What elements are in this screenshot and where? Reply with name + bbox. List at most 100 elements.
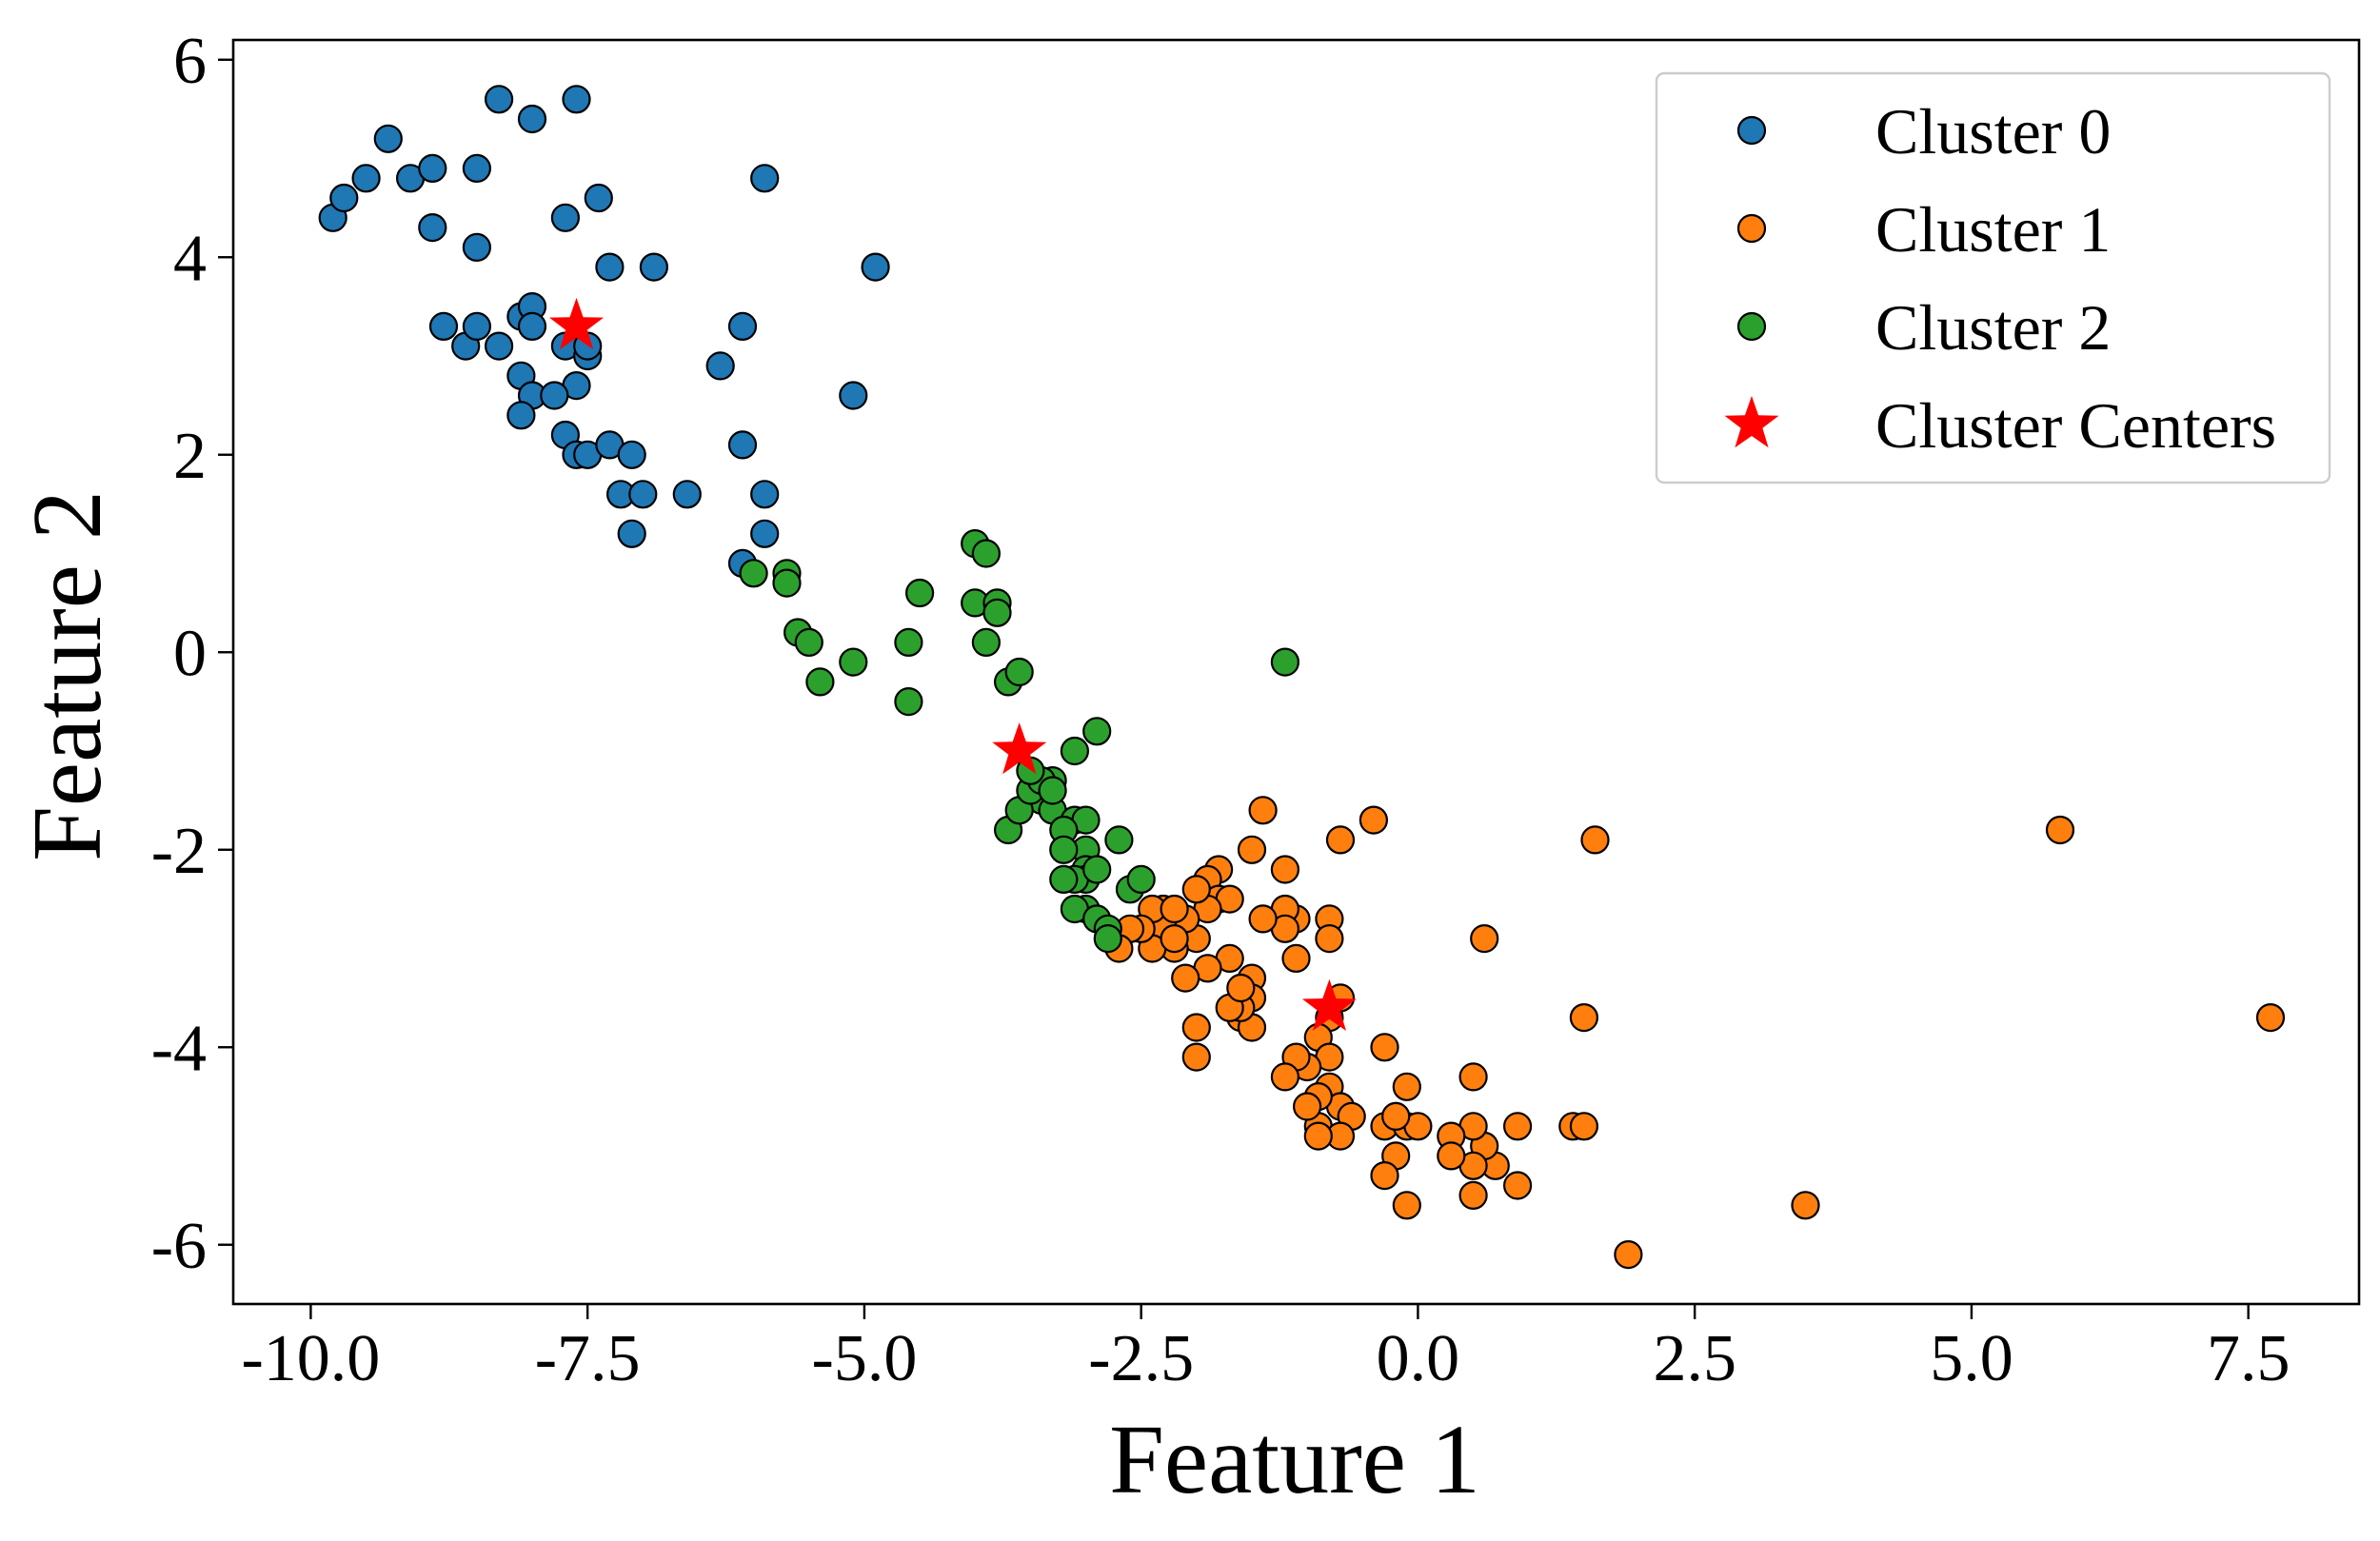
x-tick-label: 2.5 [1653,1322,1736,1395]
data-point [1370,1160,1399,1191]
legend-label: Cluster Centers [1875,389,2276,462]
data-point [1060,736,1090,766]
y-tick-label: 6 [173,25,207,98]
data-point [1082,855,1112,884]
data-point [894,627,923,658]
legend-label: Cluster 0 [1875,95,2111,168]
data-point [1237,835,1267,864]
legend-star-marker [1724,396,1779,448]
data-point [794,627,823,658]
cluster-center-star [992,722,1047,775]
data-point [1502,1171,1533,1200]
data-point [1226,973,1256,1003]
x-tick-label: -7.5 [535,1322,641,1395]
data-point [1171,963,1200,993]
x-tick-label: 5.0 [1930,1322,2013,1395]
data-point [727,430,758,460]
series-cluster-centers [549,297,1357,1031]
data-point [1038,776,1067,805]
data-point [1270,647,1300,677]
data-point [540,381,569,410]
data-point [805,667,835,697]
data-point [1502,1112,1533,1141]
data-point [772,568,802,598]
data-point [1270,1062,1300,1092]
data-point [1082,717,1112,746]
data-point [517,104,547,134]
data-point [1281,943,1311,974]
data-point [1049,835,1079,864]
data-point [1093,923,1122,954]
data-point [2255,1002,2286,1033]
data-point [484,85,514,114]
data-point [1370,1033,1399,1062]
data-point [506,401,536,430]
data-point [418,153,447,183]
data-point [628,480,658,509]
legend-box [1655,71,2331,484]
data-point [1126,864,1156,895]
data-point [1181,1042,1211,1072]
data-point [1104,825,1134,855]
data-point [705,351,735,381]
data-point [550,203,581,232]
data-point [1181,875,1211,904]
data-point [462,311,491,341]
data-point [617,519,646,548]
data-point [584,183,613,213]
legend-circle-marker [1736,311,1767,342]
series-cluster-2 [739,528,1300,954]
y-tick-label: 4 [173,222,207,295]
data-point [861,252,890,282]
data-point [1270,855,1300,884]
data-point [1315,923,1344,954]
y-axis-label: Feature 2 [12,490,122,861]
data-point [839,647,868,677]
data-point [1458,1062,1488,1092]
cluster-center-star [549,297,605,350]
data-point [1160,894,1189,924]
data-point [1569,1002,1599,1033]
data-point [1292,1092,1322,1121]
data-point [1248,796,1278,825]
data-point [1325,825,1356,855]
legend-label: Cluster 2 [1875,291,2111,364]
data-point [329,183,359,213]
x-axis: -10.0 -7.5 -5.0 -2.5 0.0 2.5 5.0 7.5 [242,1304,2291,1395]
x-tick-label: -10.0 [242,1322,381,1395]
data-point [462,153,491,183]
y-axis: -6 -4 -2 0 2 4 6 [151,25,233,1283]
data-point [1049,864,1079,895]
data-point [971,539,1002,568]
data-point [484,331,514,361]
data-point [1381,1101,1411,1132]
data-point [1303,1121,1333,1151]
series-cluster-0 [318,85,890,579]
data-point [1614,1239,1643,1270]
data-point [839,381,868,410]
legend-circle-marker [1736,115,1767,146]
data-point [351,164,381,193]
x-tick-label: 0.0 [1377,1322,1460,1395]
data-point [1569,1112,1599,1141]
x-tick-label: 7.5 [2207,1322,2291,1395]
data-point [1458,1180,1488,1211]
data-point [639,252,669,282]
data-point [1181,1013,1211,1042]
data-point [971,627,1002,658]
data-point [1470,923,1499,954]
data-point [982,598,1012,627]
legend-circle-marker [1736,213,1767,244]
x-tick-label: -5.0 [812,1322,918,1395]
data-point [672,480,702,509]
data-point [727,311,758,341]
x-axis-label: Feature 1 [1109,1405,1480,1514]
data-point [428,311,459,341]
data-point [1160,923,1189,954]
cluster-center-star [1301,978,1357,1031]
data-point [1392,1191,1421,1220]
data-point [1004,657,1034,687]
data-point [617,440,646,469]
series-cluster-1 [1104,796,2286,1270]
